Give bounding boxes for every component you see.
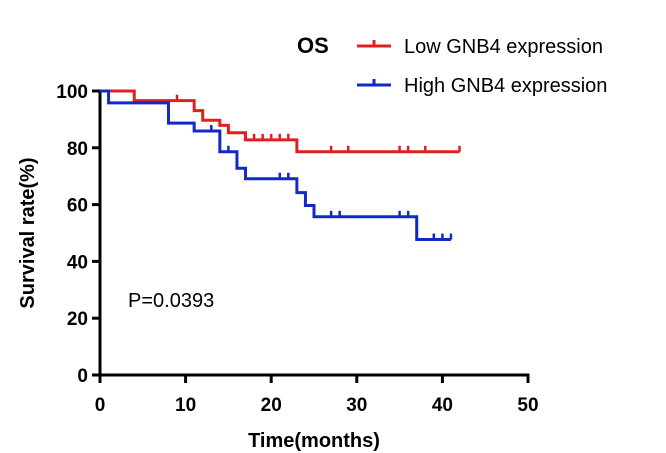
y-tick-label: 0 bbox=[77, 366, 88, 387]
chart-title: OS bbox=[297, 33, 329, 58]
x-tick-label: 0 bbox=[95, 395, 106, 416]
x-tick-label: 30 bbox=[346, 395, 367, 416]
x-tick-label: 10 bbox=[175, 395, 196, 416]
x-tick-label: 20 bbox=[261, 395, 282, 416]
y-tick-label: 40 bbox=[67, 252, 88, 273]
p-value-annotation: P=0.0393 bbox=[128, 290, 214, 312]
axes bbox=[98, 89, 530, 377]
x-tick-label: 50 bbox=[517, 395, 538, 416]
y-tick-label: 60 bbox=[67, 196, 88, 217]
survival-curve-low bbox=[100, 89, 460, 154]
curves bbox=[100, 89, 461, 242]
legend-label-high: High GNB4 expression bbox=[404, 75, 607, 97]
legend-label-low: Low GNB4 expression bbox=[404, 36, 603, 58]
y-tick-label: 100 bbox=[56, 82, 88, 103]
y-tick-label: 80 bbox=[67, 139, 88, 160]
y-tick-label: 20 bbox=[67, 309, 88, 330]
legend: OS Low GNB4 expression High GNB4 express… bbox=[297, 33, 607, 97]
y-axis-label: Survival rate(%) bbox=[17, 157, 39, 308]
survival-curve-high bbox=[100, 89, 451, 242]
x-axis-label: Time(months) bbox=[248, 430, 380, 452]
x-tick-label: 40 bbox=[432, 395, 453, 416]
tick-group: 0 10 20 30 40 50 0 20 40 60 80 100 bbox=[56, 82, 538, 416]
